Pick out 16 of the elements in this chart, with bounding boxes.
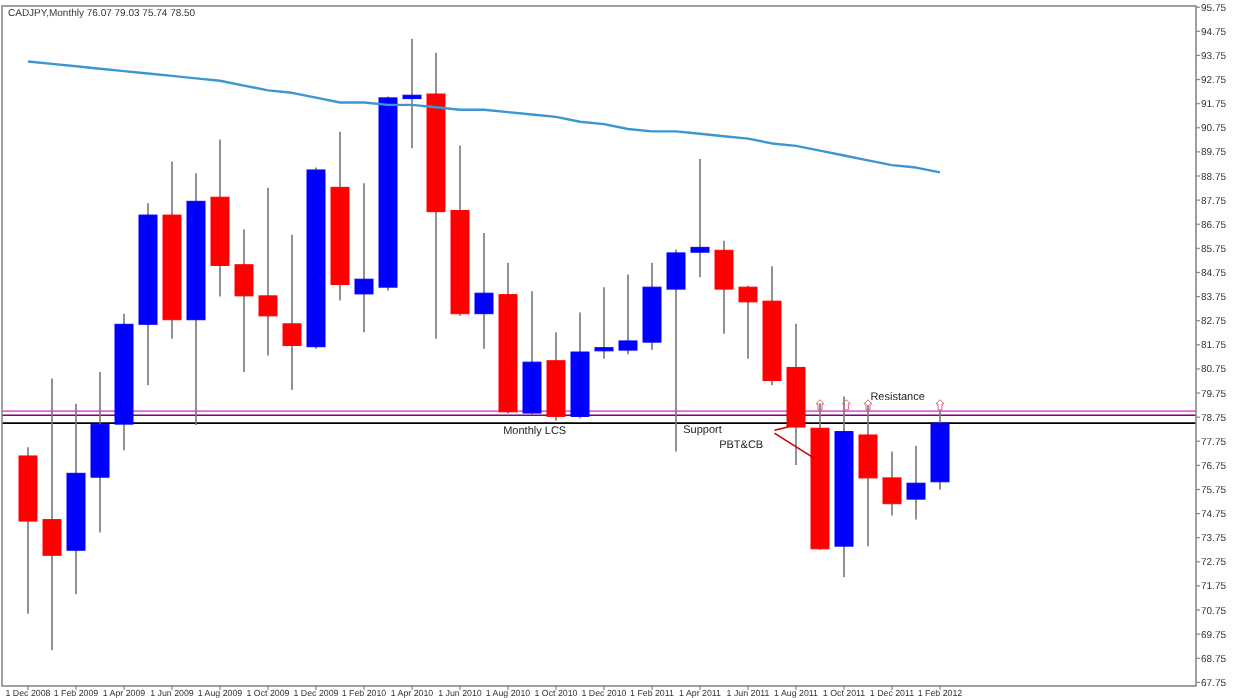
candlestick (282, 234, 302, 391)
candlestick (354, 182, 374, 334)
line-series (26, 60, 942, 174)
candlestick (474, 232, 494, 350)
candlestick (690, 158, 710, 279)
candlestick (42, 377, 62, 651)
candlestick (402, 37, 422, 150)
candlestick (666, 248, 686, 453)
candlestick (258, 187, 278, 357)
candlestick (234, 228, 254, 373)
candlestick (882, 450, 902, 517)
candlestick (738, 284, 758, 360)
candlestick (906, 445, 926, 521)
candlestick (714, 240, 734, 335)
candlestick (618, 273, 638, 355)
candlestick (594, 286, 614, 360)
